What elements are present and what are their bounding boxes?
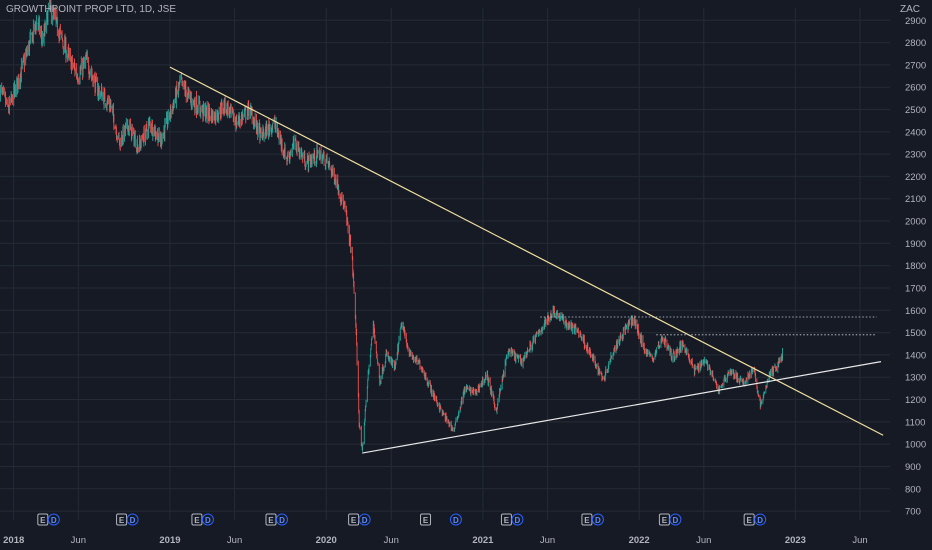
earnings-label: E: [423, 516, 429, 525]
earnings-label: E: [351, 516, 357, 525]
dividend-label: D: [205, 516, 211, 525]
dividend-marker: [275, 513, 288, 526]
price-axis[interactable]: 2900 2800 2700 2600 2500 2400 2300 2200 2100 2000…: [905, 16, 926, 518]
dividend-marker: [358, 513, 371, 526]
x-tick-label: Jun: [227, 535, 242, 546]
y-tick-label: 1500: [905, 328, 926, 339]
x-tick-label: 2023: [785, 535, 806, 546]
ascending-support: [362, 361, 882, 454]
earnings-label: E: [662, 516, 668, 525]
earnings-label: E: [504, 516, 510, 525]
dividend-marker: [201, 513, 214, 526]
x-tick-label: 2021: [472, 535, 494, 546]
y-tick-label: 1400: [905, 350, 926, 361]
dividend-label: D: [595, 516, 601, 525]
y-tick-label: 700: [905, 507, 921, 518]
earnings-label: E: [194, 516, 200, 525]
earnings-marker: [420, 513, 432, 526]
y-tick-label: 1800: [905, 261, 926, 272]
drawings: [169, 66, 884, 454]
dividend-label: D: [279, 516, 285, 525]
y-tick-label: 1000: [905, 440, 926, 451]
y-tick-label: 2800: [905, 38, 926, 49]
y-tick-label: 1200: [905, 395, 926, 406]
dividend-marker: [511, 513, 524, 526]
x-tick-label: 2022: [629, 535, 650, 546]
x-tick-label: 2018: [3, 535, 24, 546]
y-tick-label: 1300: [905, 373, 926, 384]
time-axis[interactable]: 2018 Jun 2019 Jun 2020 Jun 2021 Jun 2022 Jun 2023 J…: [3, 535, 868, 546]
dividend-label: D: [673, 516, 679, 525]
y-tick-label: 1600: [905, 306, 926, 317]
dividend-marker: [47, 513, 60, 526]
candle-series: [0, 0, 783, 452]
x-tick-label: 2019: [159, 535, 180, 546]
earnings-label: E: [268, 516, 274, 525]
y-tick-label: 2400: [905, 127, 926, 138]
grid-lines: [0, 8, 890, 520]
x-tick-label: Jun: [540, 535, 555, 546]
y-tick-label: 2300: [905, 150, 926, 161]
dividend-marker: [754, 513, 767, 526]
x-tick-label: Jun: [384, 535, 399, 546]
y-tick-label: 900: [905, 462, 921, 473]
x-tick-label: 2020: [316, 535, 337, 546]
earnings-label: E: [746, 516, 752, 525]
y-tick-label: 2100: [905, 194, 926, 205]
x-tick-label: Jun: [696, 535, 711, 546]
y-tick-label: 2600: [905, 83, 926, 94]
dividend-marker: [669, 513, 682, 526]
y-tick-label: 1700: [905, 283, 926, 294]
y-tick-label: 1100: [905, 417, 925, 428]
dividend-label: D: [130, 516, 136, 525]
dividend-marker: [126, 513, 139, 526]
y-tick-label: 2000: [905, 217, 926, 228]
x-tick-label: Jun: [852, 535, 867, 546]
earnings-label: E: [119, 516, 125, 525]
y-tick-label: 2700: [905, 60, 926, 71]
y-tick-label: 2500: [905, 105, 926, 116]
dividend-marker: [449, 513, 462, 526]
earnings-label: E: [584, 516, 590, 525]
dividend-label: D: [362, 516, 368, 525]
earnings-label: E: [40, 516, 46, 525]
y-tick-label: 800: [905, 484, 921, 495]
dividend-label: D: [51, 516, 57, 525]
dividend-marker: [591, 513, 604, 526]
dividend-label: D: [757, 516, 763, 525]
currency-label: ZAC: [900, 4, 920, 15]
descending-resistance: [169, 66, 884, 436]
x-tick-label: Jun: [71, 535, 86, 546]
dividend-label: D: [515, 516, 521, 525]
y-tick-label: 2900: [905, 16, 926, 27]
dividend-label: D: [453, 516, 459, 525]
y-tick-label: 2200: [905, 172, 926, 183]
symbol-title: GROWTHPOINT PROP LTD, 1D, JSE: [6, 4, 177, 15]
y-tick-label: 1900: [905, 239, 926, 250]
